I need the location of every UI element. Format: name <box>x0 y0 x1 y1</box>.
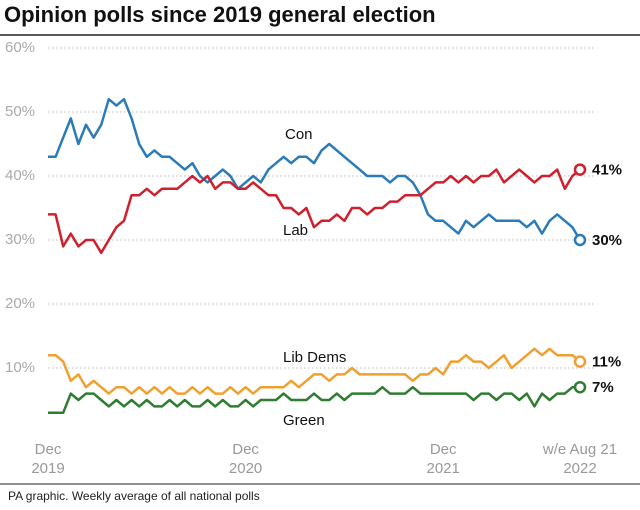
y-tick-label: 60% <box>5 39 35 56</box>
series-line <box>48 168 581 255</box>
footnote: PA graphic. Weekly average of all nation… <box>8 489 260 503</box>
series-line <box>48 347 581 395</box>
value-label: 11% <box>592 354 621 371</box>
end-marker <box>573 355 587 368</box>
series-label: Con <box>285 126 313 143</box>
end-marker <box>573 233 587 247</box>
series-label: Lab <box>283 222 308 239</box>
x-tick-label: Dec 2019 <box>31 441 65 477</box>
value-label: 30% <box>592 232 622 249</box>
end-marker <box>573 163 587 176</box>
y-tick-label: 40% <box>5 167 35 184</box>
value-label: 41% <box>592 162 622 179</box>
y-tick-label: 30% <box>5 231 35 248</box>
value-label: 7% <box>592 379 614 396</box>
series-label: Green <box>283 412 325 429</box>
series-line <box>48 385 580 415</box>
chart-title: Opinion polls since 2019 general electio… <box>4 2 436 27</box>
end-marker <box>573 380 587 394</box>
series-line <box>48 97 582 241</box>
x-tick-label: w/e Aug 21 2022 <box>542 441 618 477</box>
x-tick-label: Dec 2021 <box>426 441 460 477</box>
y-tick-label: 50% <box>5 103 35 120</box>
y-tick-label: 10% <box>5 359 35 376</box>
x-tick-label: Dec 2020 <box>228 441 263 477</box>
y-tick-label: 20% <box>5 295 35 312</box>
series-label: Lib Dems <box>283 349 346 366</box>
